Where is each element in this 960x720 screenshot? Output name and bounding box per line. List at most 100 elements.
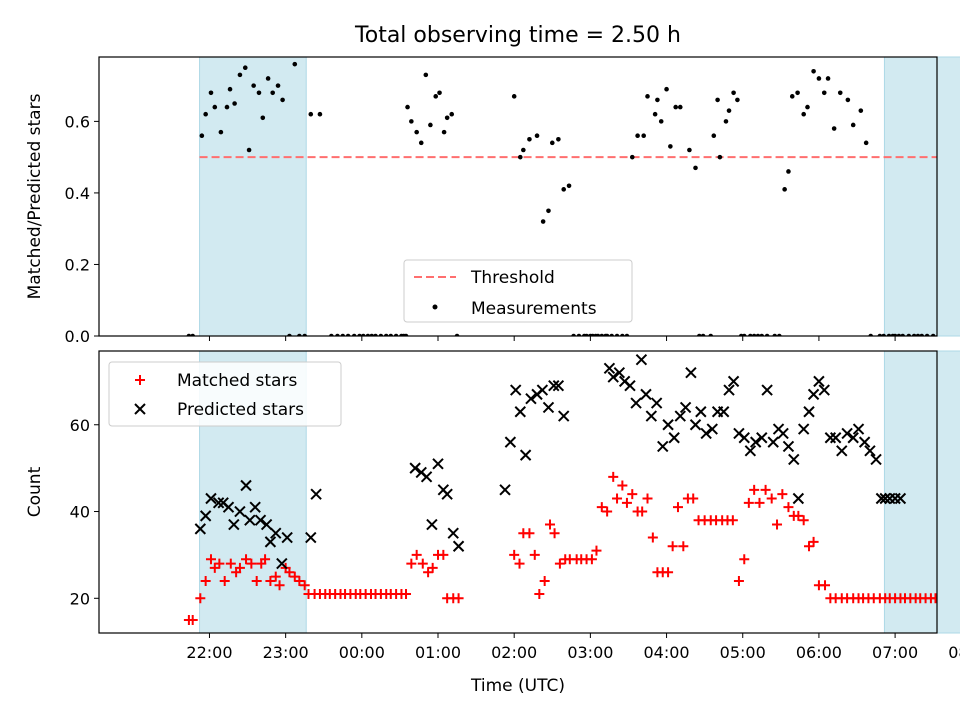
measurement-point xyxy=(645,94,650,99)
measurement-point xyxy=(789,94,795,99)
predicted-star-point xyxy=(552,380,565,392)
matched-star-point xyxy=(219,575,230,586)
legend-measurement-swatch xyxy=(432,304,438,310)
measurement-point xyxy=(246,147,252,153)
x-tick-label: 01:00 xyxy=(415,643,461,662)
predicted-star-point xyxy=(674,410,686,422)
predicted-star-point xyxy=(738,432,750,444)
measurement-point xyxy=(821,90,827,96)
predicted-star-point xyxy=(723,384,735,396)
matched-star-point xyxy=(739,554,750,565)
matched-star-point xyxy=(299,580,310,591)
matched-star-point xyxy=(772,519,783,530)
predicted-star-point xyxy=(249,501,261,513)
matched-star-point xyxy=(672,502,683,513)
measurement-point xyxy=(441,129,447,135)
predicted-star-point xyxy=(777,427,789,440)
measurement-point xyxy=(405,104,410,110)
measurement-point xyxy=(858,108,864,113)
y-tick-label: 60 xyxy=(70,416,90,435)
predicted-star-point xyxy=(706,423,718,435)
predicted-star-point xyxy=(829,432,842,444)
predicted-star-point xyxy=(858,436,871,448)
predicted-star-point xyxy=(635,353,648,366)
matched-star-point xyxy=(608,471,619,482)
matched-star-point xyxy=(200,575,211,586)
predicted-star-point xyxy=(749,436,762,448)
matched-star-point xyxy=(549,528,560,539)
plot-content xyxy=(183,353,937,625)
matched-star-point xyxy=(289,571,300,582)
measurement-point xyxy=(782,187,787,192)
predicted-star-point xyxy=(807,388,820,401)
measurement-point xyxy=(786,169,791,174)
measurement-point xyxy=(652,111,658,117)
predicted-star-point xyxy=(420,471,433,483)
measurement-point xyxy=(658,119,664,124)
shaded-window-2 xyxy=(883,350,960,634)
predicted-star-point xyxy=(813,375,825,388)
predicted-star-point xyxy=(624,380,636,392)
measurement-point xyxy=(566,183,572,189)
predicted-star-point xyxy=(281,531,293,544)
matched-star-point xyxy=(214,558,225,569)
predicted-star-point xyxy=(244,514,256,526)
legend-threshold-label: Threshold xyxy=(470,268,555,288)
legend-box xyxy=(108,361,342,427)
matched-star-point xyxy=(777,489,788,500)
predicted-star-point xyxy=(305,531,317,544)
measurement-point xyxy=(845,97,851,103)
measurement-point xyxy=(449,111,455,117)
measurement-point xyxy=(546,208,551,214)
y-axis-label: Matched/Predicted stars xyxy=(25,93,45,299)
predicted-star-point xyxy=(744,445,757,457)
measurement-point xyxy=(275,83,281,88)
predicted-star-point xyxy=(650,397,663,409)
measurement-point xyxy=(511,94,517,99)
measurement-point xyxy=(292,61,298,67)
matched-star-point xyxy=(793,510,804,521)
matched-star-point xyxy=(423,567,434,578)
matched-star-point xyxy=(688,493,699,504)
matched-star-point xyxy=(783,502,794,513)
measurement-point xyxy=(212,104,218,110)
measurement-point xyxy=(711,133,717,138)
predicted-star-point xyxy=(499,484,511,496)
matched-star-point xyxy=(647,532,658,543)
predicted-star-point xyxy=(260,518,273,531)
measurement-point xyxy=(409,119,414,124)
measurement-point xyxy=(224,104,230,110)
measurement-point xyxy=(863,140,869,146)
shaded-window-2 xyxy=(883,56,960,337)
predicted-star-point xyxy=(276,557,288,570)
matched-star-point xyxy=(754,497,765,508)
matched-star-point xyxy=(617,480,628,491)
predicted-star-point xyxy=(504,436,517,448)
measurement-point xyxy=(242,65,248,71)
y-tick-label: 20 xyxy=(70,589,90,608)
matched-star-point xyxy=(524,528,535,539)
predicted-star-point xyxy=(222,501,235,513)
measurement-point xyxy=(444,115,450,121)
matched-star-point xyxy=(401,588,412,599)
matched-star-point xyxy=(209,562,220,573)
matched-star-point xyxy=(205,554,216,565)
matched-star-point xyxy=(727,515,738,526)
matched-star-point xyxy=(554,558,565,569)
x-tick-label: 02:00 xyxy=(491,643,537,662)
matched-star-point xyxy=(453,593,464,604)
matched-star-point xyxy=(766,493,777,504)
measurement-point xyxy=(673,104,678,110)
predicted-star-point xyxy=(836,445,848,457)
predicted-star-point xyxy=(875,492,888,505)
measurement-point xyxy=(433,94,439,99)
measurement-point xyxy=(735,97,740,103)
y-tick-label: 0.6 xyxy=(65,112,90,131)
matched-star-point xyxy=(241,554,252,565)
matched-star-point xyxy=(270,571,281,582)
predicted-star-point xyxy=(432,458,444,470)
measurement-point xyxy=(561,187,567,192)
measurement-point xyxy=(831,126,837,131)
